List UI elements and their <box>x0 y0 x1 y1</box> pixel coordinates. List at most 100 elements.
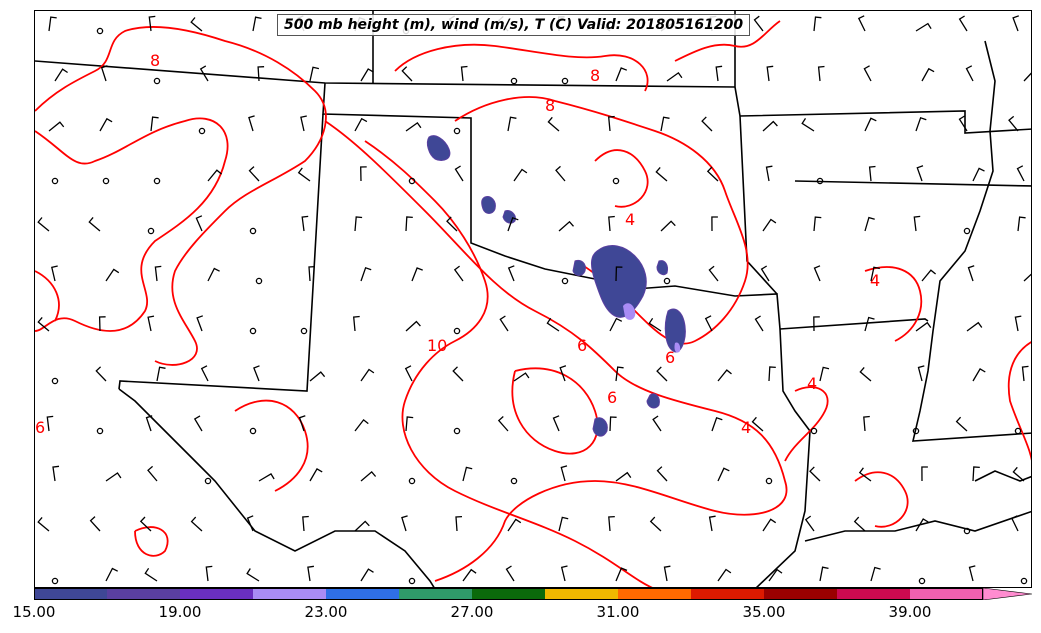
wind-barb <box>608 215 615 232</box>
wind-barb <box>195 215 203 232</box>
wind-barb <box>454 165 464 182</box>
wind-barb <box>863 415 870 432</box>
wind-barb <box>656 466 668 482</box>
wind-barb <box>966 321 983 332</box>
wind-barb <box>51 265 58 282</box>
wind-barb <box>870 566 881 582</box>
wind-barb <box>864 216 875 232</box>
wind-barb <box>917 365 925 382</box>
wind-barb <box>199 65 209 82</box>
calm-wind-marker <box>612 177 620 185</box>
wind-barb <box>708 515 716 532</box>
wind-barb <box>760 265 770 282</box>
wind-barb <box>955 416 968 432</box>
colorbar-tick-label: 35.00 <box>742 603 786 621</box>
wind-barb <box>660 116 670 132</box>
wind-barb <box>857 15 866 32</box>
colorbar-segment <box>910 588 983 600</box>
wind-barb <box>298 415 306 432</box>
wind-barb <box>205 565 213 582</box>
wind-barb <box>248 166 260 182</box>
high-wind-core <box>623 303 681 353</box>
wind-barb <box>768 568 783 582</box>
wind-barb <box>853 516 866 532</box>
calm-wind-marker <box>408 477 416 485</box>
wind-barb <box>411 267 423 282</box>
calm-wind-marker <box>912 427 920 435</box>
calm-wind-marker <box>816 177 824 185</box>
wind-barb <box>1023 273 1031 282</box>
calm-wind-marker <box>147 227 155 235</box>
wind-barb <box>507 216 519 232</box>
colorbar-tick-label: 31.00 <box>596 603 640 621</box>
wind-barb <box>246 515 254 532</box>
wind-barb <box>555 165 566 182</box>
wind-barb <box>460 65 468 82</box>
calm-wind-marker <box>1020 577 1028 585</box>
wind-barb <box>405 320 421 332</box>
wind-barb <box>615 471 632 482</box>
wind-barb <box>37 516 50 532</box>
wind-barb <box>813 216 822 232</box>
contour-label: 8 <box>590 66 600 85</box>
colorbar <box>34 588 1032 600</box>
wind-barb <box>507 265 515 282</box>
wind-barb <box>507 116 517 132</box>
wind-barb <box>1023 72 1031 82</box>
wind-barb <box>715 65 723 82</box>
wind-barb <box>916 165 924 182</box>
wind-barb <box>859 366 872 382</box>
wind-barb <box>455 515 463 532</box>
wind-barb <box>301 215 309 232</box>
wind-barb <box>972 466 980 482</box>
wind-barb <box>655 166 668 182</box>
wind-barb <box>144 567 158 582</box>
wind-barbs <box>37 15 1031 585</box>
wind-barb <box>252 16 262 32</box>
wind-barb <box>139 516 152 532</box>
wind-barb <box>762 120 778 132</box>
wind-barb <box>309 371 326 382</box>
wind-barb <box>648 317 662 332</box>
contour-label: 6 <box>35 418 45 437</box>
wind-barb <box>652 415 662 432</box>
wind-barb <box>921 269 937 282</box>
calm-wind-marker <box>300 327 308 335</box>
wind-barb <box>608 515 615 532</box>
calm-wind-marker <box>249 227 257 235</box>
contour-label: 8 <box>150 51 160 70</box>
wind-barb <box>809 466 821 482</box>
wind-barb <box>666 71 683 82</box>
wind-barb <box>552 415 560 432</box>
wind-barb <box>309 468 323 482</box>
wind-barb <box>360 470 377 482</box>
wind-barb <box>401 66 413 82</box>
wind-barb <box>307 565 314 582</box>
wind-barb <box>405 216 413 232</box>
colorbar-extend-arrow <box>982 588 1032 600</box>
wind-barb <box>754 315 764 332</box>
wind-barb <box>813 265 821 282</box>
wind-barb <box>615 67 628 82</box>
wind-barb <box>915 22 932 32</box>
wind-barb <box>607 115 615 132</box>
wind-barb <box>609 416 617 432</box>
calm-wind-marker <box>453 327 461 335</box>
wind-barb <box>253 365 260 382</box>
wind-barb <box>48 121 65 132</box>
wind-barb <box>246 568 260 582</box>
wind-barb <box>868 165 876 182</box>
contour-label: 4 <box>870 271 880 290</box>
colorbar-segment <box>472 588 545 600</box>
wind-barb <box>813 316 820 332</box>
colorbar-segment <box>837 588 910 600</box>
wind-barb <box>753 15 764 32</box>
wind-barb <box>915 321 932 332</box>
wind-barb <box>154 265 162 282</box>
wind-barb <box>819 366 830 382</box>
calm-wind-marker <box>663 277 671 285</box>
contour-label: 4 <box>807 374 817 393</box>
calm-wind-marker <box>204 477 212 485</box>
wind-barb <box>968 565 976 582</box>
wind-barb <box>309 66 320 82</box>
